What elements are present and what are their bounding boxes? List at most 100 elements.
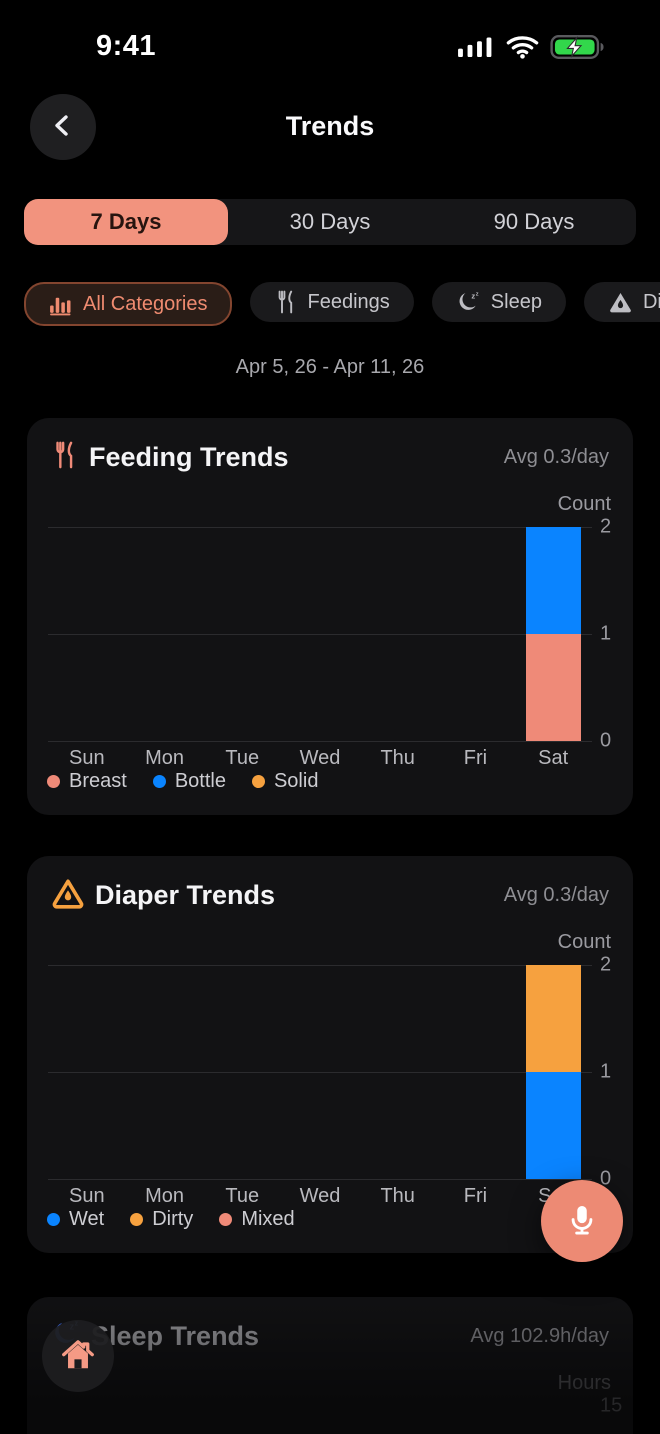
gridline (48, 1179, 592, 1180)
x-axis-label: Mon (145, 747, 184, 769)
time-range-segmented-control: 7 Days 30 Days 90 Days (24, 199, 636, 245)
chip-sleep[interactable]: z z Sleep (431, 282, 566, 322)
diaper-alert-icon (608, 290, 633, 314)
legend-item-breast: Breast (47, 770, 127, 793)
chart-legend: Breast Bottle Solid (47, 770, 318, 793)
card-average: Avg 0.3/day (503, 445, 609, 468)
x-axis-label: Wed (299, 1185, 341, 1207)
gridline (48, 741, 592, 742)
y-axis-tick: 0 (600, 1167, 612, 1190)
y-axis-tick: 2 (600, 515, 612, 538)
legend-item-mixed: Mixed (219, 1208, 295, 1231)
y-axis-tick: 1 (600, 1060, 612, 1083)
fork-knife-icon (274, 289, 298, 315)
gridline (48, 634, 592, 635)
diaper-alert-icon (51, 877, 85, 914)
legend-item-dirty: Dirty (130, 1208, 193, 1231)
category-chip-row: All Categories Feedings z z Sleep (24, 282, 660, 326)
legend-label: Breast (69, 770, 127, 792)
date-range-label: Apr 5, 26 - Apr 11, 26 (235, 356, 425, 378)
chip-label: Feedings (307, 290, 390, 313)
legend-dot (47, 1213, 60, 1226)
back-button[interactable] (30, 94, 96, 160)
legend-dot (130, 1213, 144, 1226)
card-title: Feeding Trends (89, 441, 289, 472)
chip-diapers[interactable]: Diapers (583, 282, 660, 322)
y-axis-label: Count (557, 931, 611, 953)
chip-feedings[interactable]: Feedings (249, 282, 414, 322)
home-button[interactable] (42, 1320, 114, 1392)
feeding-trends-card: Feeding Trends Avg 0.3/day Count 2 1 0 Sun… (27, 418, 633, 815)
sleep-trends-card: z z Sleep Trends Avg 102.9h/day Hours 15 (27, 1297, 633, 1434)
microphone-icon (563, 1200, 601, 1243)
x-axis-label: Thu (380, 1185, 415, 1207)
y-axis-tick: 0 (600, 729, 612, 752)
cellular-signal-icon (457, 35, 495, 64)
segment-30-days[interactable]: 30 Days (289, 209, 371, 234)
bar-segment-breast (525, 634, 581, 741)
gridline (48, 527, 592, 528)
x-axis-label: Tue (225, 747, 260, 769)
y-axis-ticks: 2 1 0 (600, 516, 630, 752)
y-axis-label: Count (557, 493, 611, 515)
chip-all-categories[interactable]: All Categories (24, 282, 232, 326)
page-title: Trends (285, 111, 375, 141)
status-bar-icons (457, 34, 606, 65)
card-header: Diaper Trends Avg 0.3/day (51, 876, 609, 914)
legend-item-bottle: Bottle (152, 770, 226, 793)
y-axis-tick: 1 (600, 622, 612, 645)
bar-segment-dirty (525, 965, 581, 1072)
bar-segment-wet (525, 1072, 581, 1179)
home-icon (59, 1335, 97, 1378)
legend-label: Dirty (152, 1208, 194, 1230)
chip-label: Sleep (490, 290, 542, 313)
card-title: Sleep Trends (91, 1320, 260, 1351)
x-axis-label: Sun (69, 747, 105, 769)
legend-item-wet: Wet (47, 1208, 104, 1231)
gridline (48, 965, 592, 966)
bar-chart-plot (48, 965, 592, 1180)
legend-dot (152, 775, 166, 788)
legend-item-solid: Solid (251, 770, 319, 793)
card-header: Feeding Trends Avg 0.3/day (51, 438, 609, 476)
status-bar-time: 9:41 (95, 30, 157, 62)
wifi-icon (506, 35, 539, 64)
fork-knife-icon (51, 439, 79, 476)
x-axis-label: Fri (463, 747, 488, 769)
legend-dot (47, 775, 60, 788)
x-axis-label: Thu (380, 747, 415, 769)
y-axis-tick: 2 (600, 953, 612, 976)
bar-segment-bottle (525, 527, 581, 634)
card-header: z z Sleep Trends Avg 102.9h/day (51, 1317, 609, 1355)
legend-label: Wet (69, 1208, 105, 1230)
legend-label: Solid (273, 770, 319, 792)
moon-icon: z z (456, 290, 481, 315)
legend-dot (251, 775, 265, 788)
bar-chart-icon (48, 292, 73, 317)
card-average: Avg 102.9h/day (470, 1324, 609, 1347)
x-axis-label: Wed (299, 747, 341, 769)
y-axis-label: Hours (557, 1372, 611, 1394)
chip-label: Diapers (642, 290, 660, 313)
legend-dot (219, 1213, 233, 1226)
x-axis-label: Fri (463, 1185, 488, 1207)
card-average: Avg 0.3/day (503, 883, 609, 906)
segment-7-days[interactable]: 7 Days (24, 199, 228, 245)
chip-label: All Categories (83, 292, 208, 315)
gridline (48, 1072, 592, 1073)
x-axis-label: Mon (145, 1185, 184, 1207)
y-axis-tick: 15 (600, 1394, 623, 1417)
x-axis-label: Tue (225, 1185, 260, 1207)
voice-record-fab[interactable] (541, 1180, 623, 1262)
y-axis-ticks: 2 1 0 (600, 954, 630, 1190)
segment-90-days[interactable]: 90 Days (493, 209, 575, 234)
card-title: Diaper Trends (95, 879, 276, 910)
chart-legend: Wet Dirty Mixed (47, 1208, 295, 1231)
diaper-trends-card: Diaper Trends Avg 0.3/day Count 2 1 0 Sun M… (27, 856, 633, 1253)
legend-label: Bottle (174, 770, 226, 792)
svg-text:z: z (471, 291, 475, 300)
chevron-left-icon (47, 109, 79, 146)
